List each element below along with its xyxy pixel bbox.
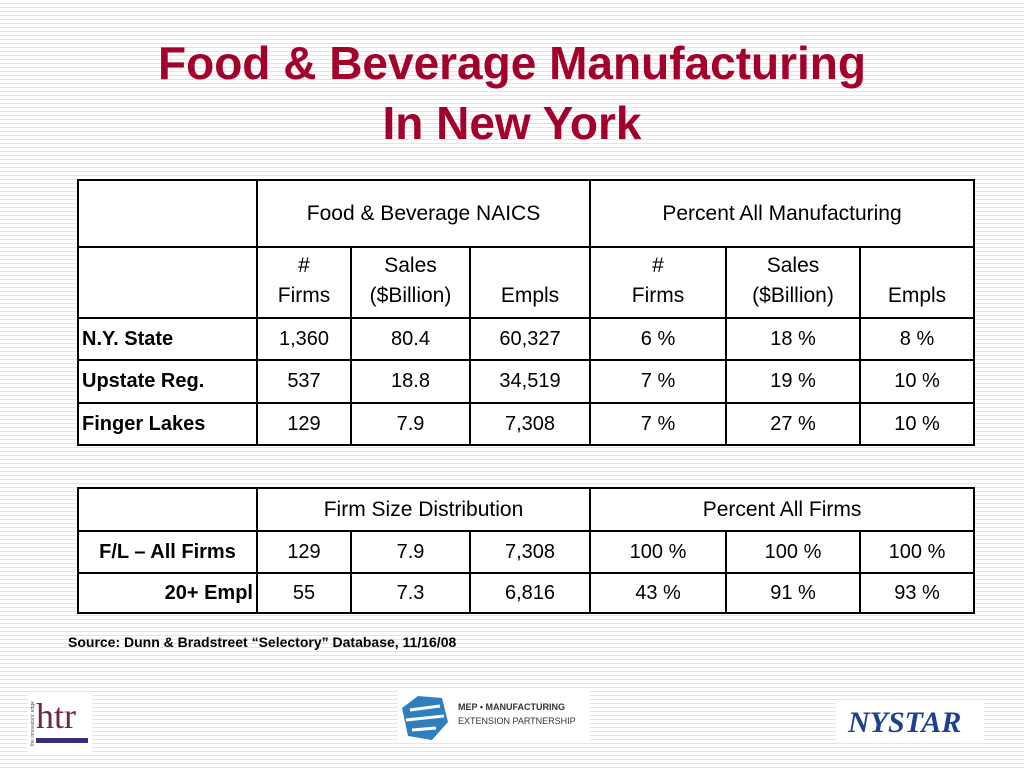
column-header: # Firms [589, 246, 727, 319]
cell: 100 % [725, 530, 862, 574]
nystar-logo: NYSTAR [847, 706, 961, 739]
row-label: Finger Lakes [77, 402, 258, 446]
group-header-row: Food & Beverage NAICS Percent All Manufac… [77, 179, 976, 248]
empty-cell [77, 487, 258, 532]
column-header-line: Empls [887, 284, 947, 307]
column-header-line: ($Billion) [752, 284, 834, 307]
data-row: F/L – All Firms 129 7.9 7,308 100 % 100 % 100 … [77, 530, 976, 574]
cell: 18.8 [350, 359, 471, 404]
data-row: Finger Lakes 129 7.9 7,308 7 % 27 % 10 % [77, 402, 976, 446]
title-line: In New York [382, 97, 642, 149]
cell: 10 % [858, 359, 976, 404]
cell: 7.3 [350, 572, 471, 614]
mep-emblem-lines [405, 704, 445, 732]
column-header-line: Sales [384, 254, 437, 277]
row-label: Upstate Reg. [77, 359, 258, 404]
row-label: F/L – All Firms [77, 530, 258, 574]
column-header: Sales ($Billion) [350, 246, 471, 319]
column-header-line: Empls [500, 284, 560, 307]
logo-bar: htr the innovators' edge MEP • MANUFACTU… [28, 690, 984, 754]
cell: 55 [256, 572, 352, 614]
row-label: 20+ Empl [77, 572, 258, 614]
group-header: Percent All Firms [589, 487, 976, 532]
column-header-line: # [652, 254, 664, 277]
data-row: N.Y. State 1,360 80.4 60,327 6 % 18 % 8 % [77, 317, 976, 361]
cell: 7 % [589, 402, 727, 446]
table-body: Food & Beverage NAICS Percent All Manufac… [77, 179, 976, 446]
column-header-line: Firms [631, 284, 685, 307]
cell: 537 [256, 359, 352, 404]
column-header: Sales ($Billion) [725, 246, 861, 319]
column-header: Empls [469, 246, 591, 319]
cell: 27 % [725, 402, 861, 446]
cell: 100 % [589, 530, 728, 574]
mep-text: EXTENSION PARTNERSHIP [458, 716, 576, 726]
htr-tagline: the innovators' edge [30, 701, 36, 746]
cell: 7,308 [469, 402, 591, 446]
source-note: Source: Dunn & Bradstreet “Selectory” Da… [68, 634, 457, 650]
cell: 7.9 [350, 402, 471, 446]
cell: 34,519 [469, 359, 591, 404]
column-header-line: Firms [277, 284, 331, 307]
column-header-line: # [298, 254, 310, 277]
title-line: Food & Beverage Manufacturing [158, 37, 866, 89]
column-header: Empls [858, 246, 976, 319]
empty-cell [77, 246, 258, 319]
cell: 7.9 [350, 530, 471, 574]
group-header: Percent All Manufacturing [588, 179, 976, 248]
cell: 60,327 [469, 317, 591, 361]
column-header-line: Sales [766, 254, 820, 277]
logo-bg [28, 692, 92, 754]
cell: 91 % [725, 572, 862, 614]
logo-stripe [36, 738, 88, 743]
data-row: 20+ Empl 55 7.3 6,816 43 % 91 % 93 % [77, 572, 976, 614]
cell: 129 [256, 402, 352, 446]
table: Firm Size Distribution Percent All Firms F… [77, 487, 976, 614]
htr-logo: htr [36, 696, 76, 736]
row-label: N.Y. State [77, 317, 258, 361]
logo-bg [836, 700, 984, 740]
cell: 80.4 [350, 317, 471, 361]
cell: 93 % [859, 572, 976, 614]
column-header-line: ($Billion) [369, 284, 452, 307]
cell: 19 % [725, 359, 861, 404]
cell: 10 % [858, 402, 976, 446]
cell: 8 % [858, 317, 976, 361]
cell: 6 % [589, 317, 727, 361]
cell: 6,816 [468, 572, 592, 614]
group-header: Firm Size Distribution [255, 487, 592, 532]
cell: 7 % [589, 359, 727, 404]
table: Food & Beverage NAICS Percent All Manufac… [77, 179, 976, 446]
column-header: # Firms [256, 246, 352, 319]
mep-text: MEP • MANUFACTURING [458, 702, 565, 712]
data-row: Upstate Reg. 537 18.8 34,519 7 % 19 % 10 % [77, 359, 976, 404]
group-header: Food & Beverage NAICS [256, 179, 591, 248]
cell: 100 % [859, 530, 976, 574]
cell: 18 % [725, 317, 861, 361]
table-body: Firm Size Distribution Percent All Firms F… [77, 487, 976, 614]
cell: 7,308 [468, 530, 592, 574]
cell: 129 [256, 530, 352, 574]
group-header-row: Firm Size Distribution Percent All Firms [77, 487, 976, 532]
column-header-row: # Firms Sales ($Billion) Empls # Firms Sales ($B… [77, 246, 976, 319]
empty-cell [77, 179, 258, 248]
cell: 43 % [589, 572, 728, 614]
cell: 1,360 [256, 317, 352, 361]
